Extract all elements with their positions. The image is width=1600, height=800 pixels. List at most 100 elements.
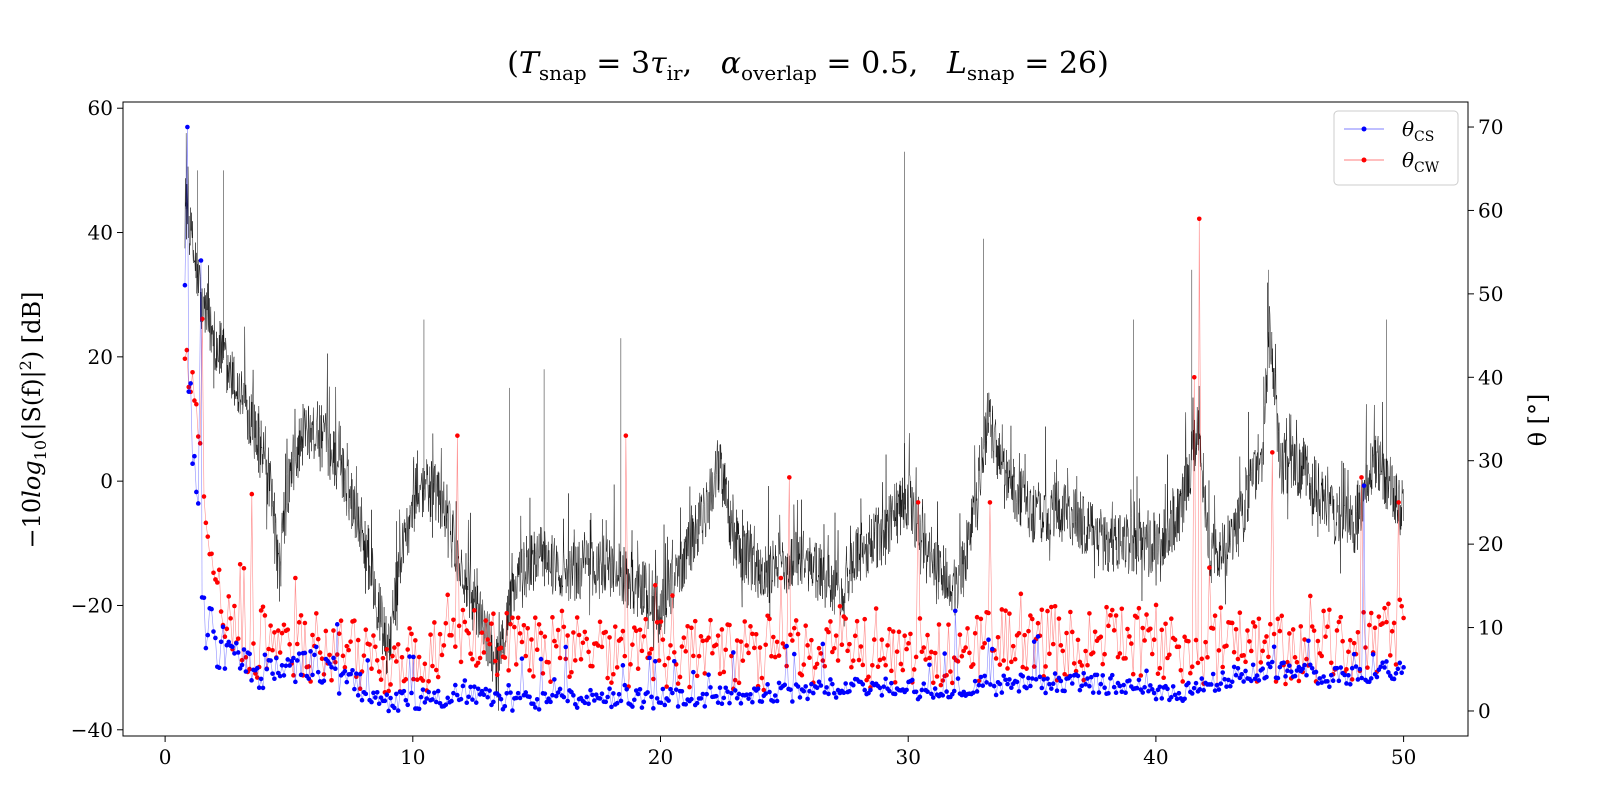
theta-cs-point [306,676,312,681]
theta-cs-point [513,695,519,701]
theta-cw-point [483,618,489,623]
theta-cs-point [1168,694,1174,700]
theta-cw-point [1340,638,1345,644]
theta-cw-point [837,603,843,609]
theta-cs-point [649,694,654,700]
theta-cw-point [1176,644,1182,650]
theta-cw-point [1277,628,1283,634]
theta-cw-point [1397,597,1403,603]
theta-cs-point [986,637,991,643]
theta-cw-point [1077,659,1083,665]
theta-cs-point [1106,690,1111,696]
theta-cw-point [445,592,451,598]
theta-cs-point [645,690,650,695]
theta-cs-point [481,692,487,697]
theta-cw-point [302,620,308,626]
theta-cs-point [1041,677,1047,682]
theta-cw-point [182,356,188,362]
theta-cw-point [778,575,784,581]
theta-cs-point [997,681,1003,687]
theta-cw-point [995,634,1001,640]
theta-cw-point [498,645,504,651]
theta-cs-point [466,694,471,700]
theta-cs-point [352,686,357,692]
theta-cs-point [746,696,751,701]
theta-cs-markers [182,124,1406,714]
theta-cs-point [1327,684,1332,690]
theta-cs-point [955,676,961,681]
theta-cw-point [458,659,464,665]
theta-cs-point [691,669,696,675]
theta-cs-point [557,686,563,692]
theta-cw-point [677,674,683,680]
theta-cs-point [310,672,315,678]
theta-cs-point [1127,678,1132,683]
theta-cs-point [1069,681,1075,686]
theta-cw-point [393,659,399,664]
theta-cw-point [759,675,765,681]
theta-cs-point [1239,672,1245,677]
theta-cs-point [510,708,515,713]
theta-cs-point [188,381,193,386]
x-tick-label: 10 [400,745,425,769]
theta-cw-point [1188,670,1193,676]
theta-cs-point [1382,665,1387,670]
theta-cw-point [449,633,454,638]
theta-cw-point [294,641,300,647]
theta-cw-point [557,655,563,661]
theta-cs-point [1338,665,1344,670]
theta-cs-point [384,692,390,698]
theta-cs-point [395,708,401,713]
theta-cs-point [1003,677,1008,683]
theta-cs-point [336,691,342,696]
theta-cs-point [654,696,660,701]
theta-cw-point [658,619,664,624]
theta-cw-point [1005,666,1010,671]
theta-cs-point [647,655,652,661]
theta-cs-point [1151,690,1157,696]
theta-cw-point [1178,667,1184,673]
y-right-tick-label: 70 [1478,115,1503,139]
theta-cs-point [925,689,930,694]
theta-cs-point [1005,681,1010,687]
theta-cs-point [1226,677,1231,683]
theta-cw-point [1075,637,1081,643]
theta-cs-point [405,702,411,708]
theta-cs-point [1009,685,1014,691]
theta-cw-point [1252,624,1258,629]
theta-cw-point [826,629,831,635]
theta-cs-point [1393,671,1399,676]
theta-cw-point [729,653,734,659]
theta-cs-point [285,657,291,662]
theta-cs-point [990,646,995,652]
theta-cs-point [818,683,824,688]
plot-area [182,124,1406,714]
theta-cs-point [527,694,532,700]
theta-cw-point [485,637,490,642]
theta-cs-point [1317,676,1323,681]
theta-cs-point [1098,681,1104,687]
theta-cs-point [862,687,868,693]
theta-cw-point [881,656,887,661]
theta-cw-point [1338,614,1344,620]
theta-cw-point [228,616,233,621]
theta-cs-point [700,691,706,697]
theta-cs-point [1159,696,1165,701]
theta-cw-point [1365,665,1370,670]
theta-cw-point [270,647,275,653]
theta-cw-point [997,662,1003,667]
theta-cw-point [534,647,540,653]
theta-cw-point [801,662,807,667]
theta-cw-point [195,434,201,439]
theta-cs-point [670,690,675,696]
theta-cs-point [833,695,839,700]
theta-cw-point [1321,608,1326,614]
theta-cw-point [1351,640,1357,646]
theta-cs-point [1052,671,1058,676]
theta-cs-point [254,665,260,671]
theta-cs-point [1016,689,1022,694]
theta-cw-point [1009,659,1014,665]
theta-cs-point [277,673,283,679]
theta-cs-point [1049,686,1054,691]
